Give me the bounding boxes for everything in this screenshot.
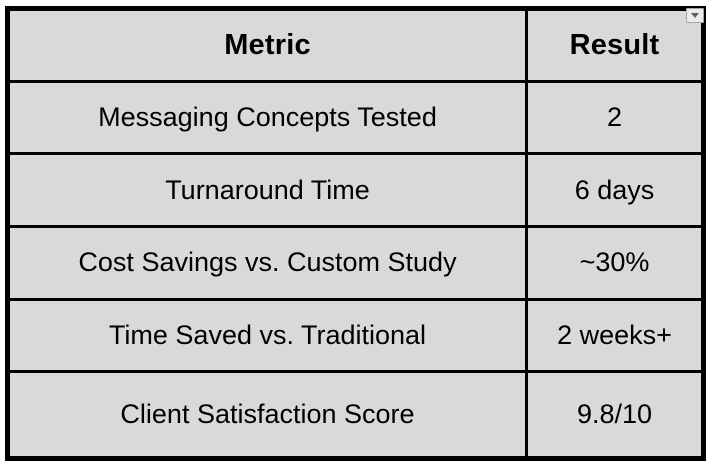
table-header-row: Metric Result bbox=[6, 7, 705, 83]
cell-result-messaging-concepts[interactable]: 2 bbox=[525, 79, 705, 156]
header-cell-result[interactable]: Result bbox=[525, 7, 705, 83]
table-options-dropdown-button[interactable] bbox=[686, 8, 704, 23]
table-row: Turnaround Time 6 days bbox=[6, 152, 705, 228]
table-row: Cost Savings vs. Custom Study ~30% bbox=[6, 224, 705, 301]
chevron-down-icon bbox=[691, 13, 699, 18]
table-row: Messaging Concepts Tested 2 bbox=[6, 79, 705, 156]
header-cell-metric[interactable]: Metric bbox=[6, 7, 528, 83]
cell-metric-messaging-concepts[interactable]: Messaging Concepts Tested bbox=[6, 79, 528, 156]
cell-result-cost-savings[interactable]: ~30% bbox=[525, 224, 705, 301]
metrics-table: Metric Result Messaging Concepts Tested … bbox=[5, 6, 706, 461]
table-row: Client Satisfaction Score 9.8/10 bbox=[6, 370, 705, 460]
cell-result-turnaround-time[interactable]: 6 days bbox=[525, 152, 705, 228]
cell-metric-turnaround-time[interactable]: Turnaround Time bbox=[6, 152, 528, 228]
cell-result-time-saved[interactable]: 2 weeks+ bbox=[525, 297, 705, 374]
cell-metric-client-satisfaction[interactable]: Client Satisfaction Score bbox=[6, 370, 528, 460]
cell-result-client-satisfaction[interactable]: 9.8/10 bbox=[525, 370, 705, 460]
cell-metric-cost-savings[interactable]: Cost Savings vs. Custom Study bbox=[6, 224, 528, 301]
table-row: Time Saved vs. Traditional 2 weeks+ bbox=[6, 297, 705, 374]
cell-metric-time-saved[interactable]: Time Saved vs. Traditional bbox=[6, 297, 528, 374]
